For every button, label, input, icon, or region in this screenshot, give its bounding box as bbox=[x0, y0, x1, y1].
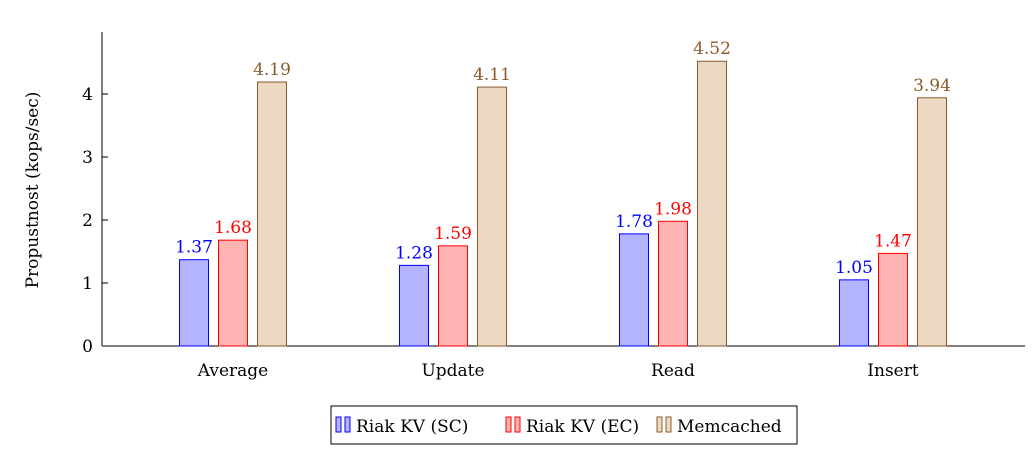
data-label: 1.05 bbox=[835, 258, 873, 278]
data-label: 1.28 bbox=[395, 243, 433, 263]
y-tick-label: 3 bbox=[82, 148, 93, 168]
x-tick-label: Insert bbox=[867, 361, 919, 381]
plot-area: 0 1 2 3 4 Average 1.371.68 4.19 Update 1.281.59 4.… bbox=[82, 32, 1025, 381]
y-tick-label: 4 bbox=[82, 85, 93, 105]
legend-label: Memcached bbox=[677, 417, 782, 437]
bar bbox=[917, 97, 947, 347]
bar bbox=[218, 239, 248, 347]
data-label: 1.37 bbox=[175, 238, 213, 258]
bar bbox=[438, 245, 468, 347]
data-label: 3.94 bbox=[913, 76, 951, 96]
data-label: 1.47 bbox=[874, 231, 912, 251]
bar bbox=[658, 220, 688, 347]
data-label: 1.78 bbox=[615, 212, 653, 232]
legend: Riak KV (SC) Riak KV (EC) Memcached bbox=[330, 405, 798, 445]
legend-label: Riak KV (EC) bbox=[526, 417, 639, 437]
bar bbox=[257, 81, 287, 347]
x-tick-label: Average bbox=[197, 361, 268, 381]
y-tick-label: 1 bbox=[82, 274, 93, 294]
legend-swatch bbox=[505, 416, 512, 433]
x-tick-label: Read bbox=[651, 361, 695, 381]
legend-label: Riak KV (SC) bbox=[356, 417, 468, 437]
bar bbox=[399, 264, 429, 347]
bar bbox=[179, 259, 209, 347]
bar bbox=[477, 86, 507, 347]
legend-swatch bbox=[514, 416, 521, 433]
bar bbox=[697, 60, 727, 347]
legend-box bbox=[330, 405, 798, 445]
data-label: 1.68 bbox=[214, 218, 252, 238]
x-tick-label: Update bbox=[421, 361, 484, 381]
bar bbox=[619, 233, 649, 347]
y-tick-label: 0 bbox=[82, 337, 93, 357]
data-label: 4.52 bbox=[693, 39, 731, 59]
y-axis-title: Propustnost (kops/sec) bbox=[23, 92, 43, 289]
legend-swatch bbox=[335, 416, 342, 433]
bar bbox=[839, 279, 869, 347]
y-tick-label: 2 bbox=[82, 211, 93, 231]
legend-swatch bbox=[665, 416, 672, 433]
data-label: 4.11 bbox=[473, 65, 511, 85]
data-label: 1.98 bbox=[654, 199, 692, 219]
data-label: 1.59 bbox=[434, 224, 472, 244]
bar bbox=[878, 252, 908, 347]
data-label: 4.19 bbox=[253, 60, 291, 80]
legend-swatch bbox=[656, 416, 663, 433]
legend-swatch bbox=[344, 416, 351, 433]
